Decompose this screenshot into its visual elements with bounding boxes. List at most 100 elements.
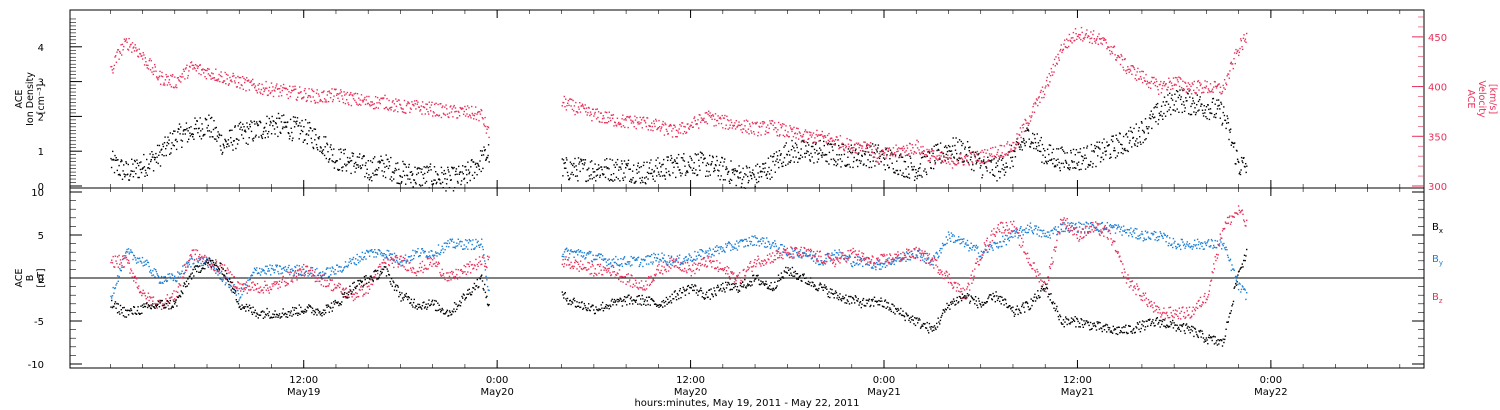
density-point — [295, 123, 298, 125]
density-point — [327, 151, 329, 153]
density-point — [416, 173, 418, 176]
velocity-point — [317, 101, 319, 104]
velocity-point — [1137, 67, 1139, 70]
by-point — [396, 259, 398, 262]
density-point — [582, 167, 584, 170]
velocity-point — [826, 134, 829, 137]
density-point — [1245, 163, 1247, 165]
velocity-point — [429, 106, 431, 109]
velocity-point — [261, 83, 263, 86]
velocity-point — [851, 147, 854, 149]
by-point — [640, 262, 642, 264]
density-point — [664, 175, 666, 177]
density-point — [1041, 161, 1043, 163]
density-point — [220, 149, 222, 151]
density-point — [715, 164, 717, 167]
density-point — [1154, 116, 1156, 118]
by-point — [906, 252, 909, 255]
density-point — [375, 168, 378, 171]
density-point — [670, 154, 672, 157]
velocity-point — [262, 87, 265, 89]
velocity-point — [121, 43, 124, 46]
by-point — [802, 255, 805, 257]
density-point — [1106, 141, 1108, 143]
density-point — [1170, 113, 1172, 116]
velocity-point — [935, 157, 937, 159]
by-point — [370, 250, 372, 252]
density-point — [653, 171, 655, 173]
density-point — [1148, 126, 1150, 128]
density-point — [804, 152, 806, 155]
by-point — [957, 239, 959, 241]
density-point — [896, 160, 898, 162]
density-point — [652, 178, 654, 180]
density-point — [846, 163, 848, 166]
velocity-point — [899, 147, 901, 150]
by-point — [792, 250, 794, 252]
velocity-point — [981, 149, 983, 152]
velocity-point — [712, 115, 715, 117]
by-point — [197, 261, 199, 264]
density-point — [1158, 112, 1160, 114]
density-point — [949, 146, 951, 148]
velocity-point — [1114, 54, 1116, 56]
density-point — [1156, 102, 1159, 105]
density-point — [690, 157, 692, 160]
by-point — [914, 249, 916, 251]
density-point — [587, 168, 589, 171]
velocity-point — [148, 59, 150, 62]
density-point — [810, 145, 813, 148]
velocity-point — [778, 135, 780, 137]
velocity-point — [938, 154, 940, 157]
by-point — [976, 247, 978, 249]
density-point — [687, 171, 689, 174]
density-point — [681, 172, 683, 175]
density-point — [788, 161, 790, 163]
by-point — [856, 256, 859, 258]
velocity-point — [291, 90, 293, 92]
velocity-point — [1082, 40, 1084, 42]
by-point — [701, 250, 703, 252]
by-point — [729, 243, 731, 245]
density-point — [1057, 158, 1059, 160]
density-point — [132, 176, 135, 178]
density-point — [216, 135, 219, 137]
density-point — [173, 130, 175, 132]
velocity-point — [417, 106, 420, 108]
by-point — [218, 270, 221, 272]
velocity-point — [296, 99, 298, 101]
by-point — [611, 259, 613, 261]
density-point — [1026, 129, 1029, 131]
velocity-point — [1003, 145, 1005, 147]
density-point — [748, 179, 750, 182]
velocity-point — [1218, 83, 1220, 85]
density-point — [901, 174, 903, 176]
density-point — [365, 162, 367, 164]
velocity-point — [884, 152, 886, 154]
velocity-point — [487, 126, 489, 128]
density-point — [829, 143, 832, 145]
velocity-point — [1084, 36, 1086, 38]
density-point — [1113, 149, 1115, 152]
velocity-point — [936, 155, 938, 157]
density-point — [1095, 145, 1098, 148]
velocity-point — [1076, 38, 1078, 40]
velocity-point — [1071, 42, 1073, 44]
density-point — [1083, 157, 1086, 160]
density-point — [830, 158, 832, 161]
by-point — [282, 267, 284, 270]
by-point — [996, 246, 998, 248]
velocity-point — [642, 116, 645, 118]
velocity-point — [1174, 76, 1177, 79]
velocity-point — [568, 104, 570, 106]
density-point — [589, 178, 591, 180]
velocity-point — [896, 148, 899, 150]
by-point — [121, 266, 123, 268]
by-point — [1048, 234, 1051, 236]
density-point — [741, 182, 743, 185]
density-point — [1131, 146, 1133, 148]
velocity-point — [1193, 89, 1195, 92]
velocity-point — [446, 108, 448, 110]
by-point — [156, 273, 158, 275]
density-point — [1160, 105, 1163, 107]
